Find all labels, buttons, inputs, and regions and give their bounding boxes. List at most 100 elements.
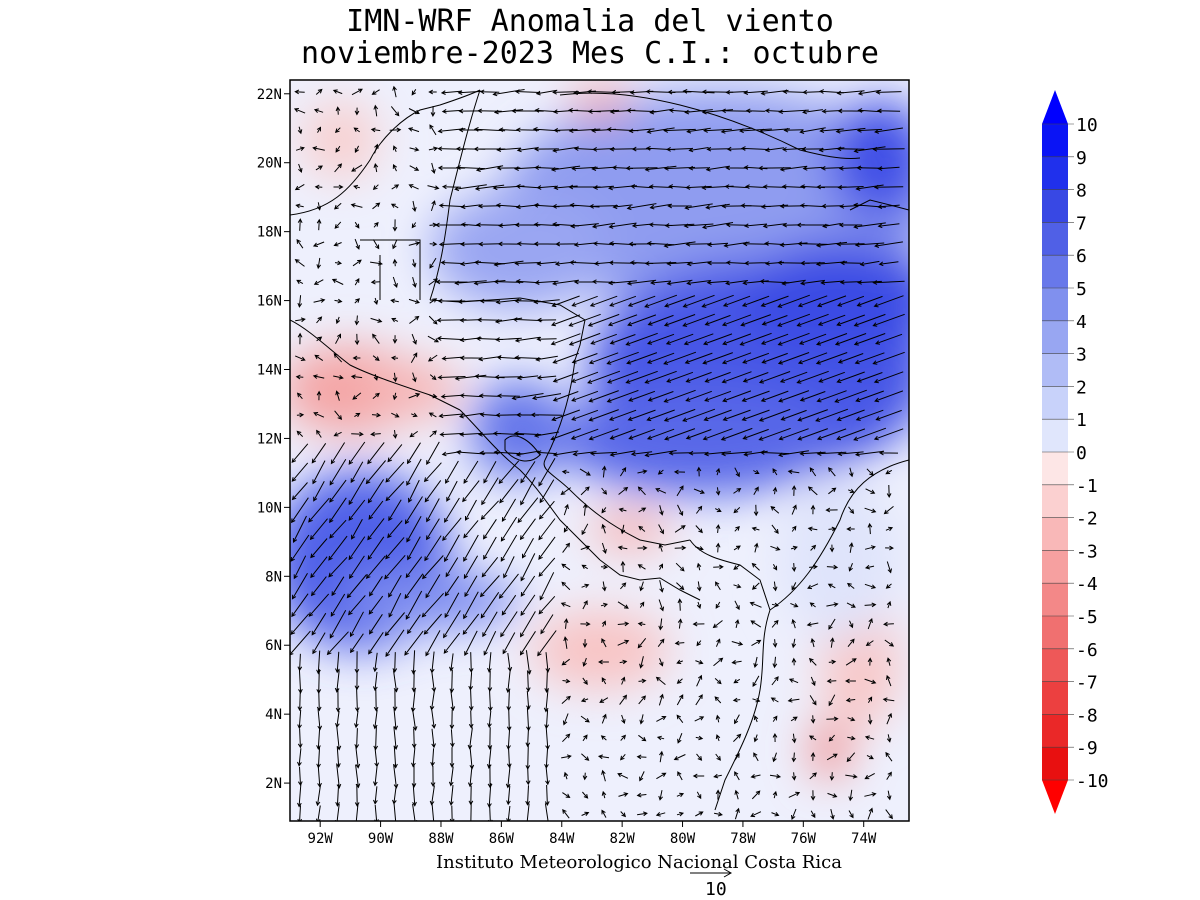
wind-arrow <box>779 165 808 172</box>
wind-arrow <box>864 678 877 684</box>
wind-arrow <box>658 599 665 612</box>
wind-arrow <box>411 89 417 96</box>
wind-arrow <box>800 279 825 286</box>
wind-arrow <box>438 413 465 419</box>
wind-arrow <box>411 412 418 418</box>
wind-arrow <box>873 295 904 308</box>
wind-arrow <box>815 241 848 248</box>
wind-arrow <box>335 390 340 401</box>
wind-arrow <box>647 391 674 402</box>
y-axis: 22N 20N 18N 16N 14N 12N 10N 8N 6N 4N 2N <box>257 87 290 792</box>
wind-arrow <box>370 127 381 133</box>
wind-arrow <box>875 409 902 421</box>
wind-arrow <box>473 126 506 132</box>
wind-arrow <box>310 576 327 597</box>
wind-arrow <box>425 574 441 599</box>
wind-arrow <box>601 507 607 514</box>
y-tick-label: 10N <box>257 500 282 516</box>
wind-arrow <box>724 184 749 189</box>
wind-arrow <box>333 375 344 380</box>
x-tick-label: 90W <box>368 831 394 847</box>
wind-arrow <box>777 332 810 346</box>
wind-arrow <box>668 450 691 456</box>
wind-arrow <box>839 279 862 285</box>
wind-arrow <box>463 460 479 484</box>
wind-arrow <box>658 524 664 535</box>
wind-arrow <box>348 441 366 465</box>
colorbar-label: 2 <box>1076 377 1087 398</box>
wind-arrow <box>438 203 465 208</box>
reference-vector-label: 10 <box>705 879 727 900</box>
wind-arrow <box>500 534 518 562</box>
wind-arrow <box>348 477 366 506</box>
wind-arrow <box>772 715 778 722</box>
wind-arrow <box>834 389 867 403</box>
wind-arrow <box>771 524 779 534</box>
colorbar-swatch <box>1042 288 1068 322</box>
wind-arrow <box>385 629 405 658</box>
wind-arrow <box>864 735 875 740</box>
wind-arrow <box>411 707 418 732</box>
wind-arrow <box>514 89 541 94</box>
wind-arrow <box>762 223 787 229</box>
wind-arrow <box>828 467 836 477</box>
wind-arrow <box>853 313 886 327</box>
wind-arrow <box>296 279 304 285</box>
wind-arrow <box>658 790 663 801</box>
wind-arrow <box>391 184 400 190</box>
wind-arrow <box>354 298 360 304</box>
wind-arrow <box>536 317 557 323</box>
wind-arrow <box>373 162 379 173</box>
wind-arrow <box>865 640 874 646</box>
wind-arrow <box>468 690 474 711</box>
wind-arrow <box>791 638 797 649</box>
wind-arrow <box>864 772 875 780</box>
wind-arrow <box>442 517 462 542</box>
wind-arrow <box>571 371 599 383</box>
wind-arrow <box>866 754 874 760</box>
wind-arrow <box>494 317 523 324</box>
wind-arrow <box>297 295 303 308</box>
wind-arrow <box>797 241 828 247</box>
wind-arrow <box>329 497 347 524</box>
wind-arrow <box>769 774 782 779</box>
wind-arrow <box>330 442 346 465</box>
colorbar-label: -7 <box>1076 673 1098 694</box>
wind-arrow <box>487 689 493 712</box>
wind-arrow <box>525 767 531 786</box>
wind-arrow <box>663 408 696 422</box>
wind-arrow <box>553 185 578 191</box>
wind-arrow <box>520 575 536 597</box>
wind-arrow <box>760 333 789 345</box>
wind-arrow <box>354 145 360 154</box>
wind-arrow <box>588 352 619 365</box>
wind-arrow <box>515 184 540 189</box>
wind-arrow <box>475 222 504 228</box>
wind-arrow <box>750 620 762 628</box>
wind-arrow <box>867 696 873 703</box>
wind-arrow <box>627 409 656 421</box>
wind-arrow <box>791 752 797 763</box>
wind-arrow <box>886 712 893 725</box>
wind-arrow <box>802 109 823 115</box>
wind-arrow <box>667 89 692 95</box>
wind-arrow <box>685 390 712 402</box>
wind-arrow <box>314 354 324 362</box>
wind-arrow <box>430 748 435 767</box>
wind-arrow <box>329 519 347 539</box>
colorbar-swatch <box>1042 550 1068 584</box>
wind-arrow <box>802 165 823 171</box>
wind-arrow <box>734 807 740 820</box>
wind-arrow <box>685 371 712 383</box>
wind-arrow <box>591 222 616 229</box>
wind-arrow <box>682 294 715 308</box>
wind-arrow <box>758 371 791 384</box>
wind-arrow <box>854 242 885 248</box>
wind-arrow <box>846 582 855 589</box>
wind-arrow <box>877 223 900 229</box>
wind-arrow <box>829 544 835 553</box>
wind-arrow <box>644 294 678 308</box>
wind-arrow <box>743 223 768 229</box>
wind-arrow <box>714 507 722 513</box>
colorbar-swatch <box>1042 714 1068 748</box>
